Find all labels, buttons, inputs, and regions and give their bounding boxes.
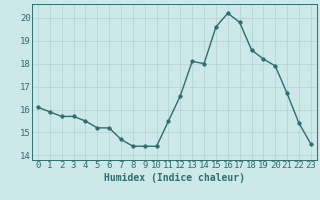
X-axis label: Humidex (Indice chaleur): Humidex (Indice chaleur) <box>104 173 245 183</box>
